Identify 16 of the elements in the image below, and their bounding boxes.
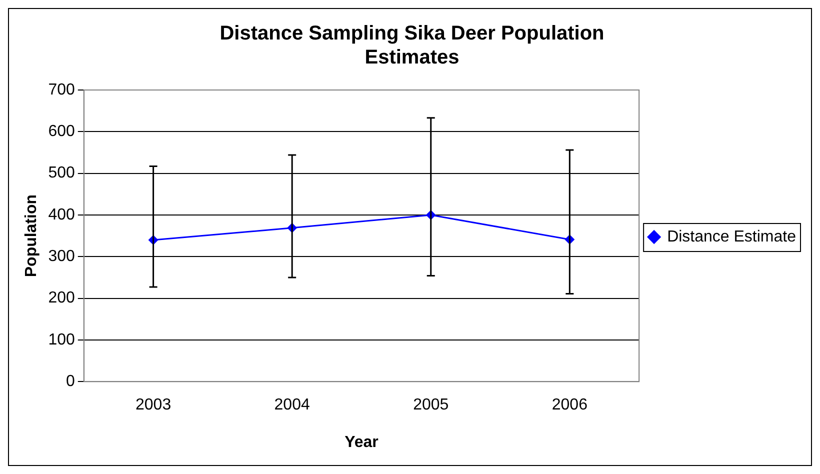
y-axis-title: Population — [23, 194, 40, 278]
y-tick-label: 700 — [48, 81, 75, 98]
x-tick-label: 2004 — [274, 396, 310, 414]
x-axis-title: Year — [344, 434, 378, 451]
y-tick-label: 600 — [48, 123, 75, 140]
y-tick-label: 400 — [48, 206, 75, 224]
x-tick-label: 2006 — [552, 396, 588, 414]
y-tick-label: 300 — [48, 248, 75, 266]
y-tick-label: 0 — [66, 373, 75, 390]
y-tick-label: 500 — [48, 164, 75, 182]
y-tick-label: 100 — [48, 331, 75, 348]
x-tick-label: 2003 — [135, 396, 172, 414]
chart-title: Distance Sampling Sika Deer Population Estimates — [220, 22, 604, 69]
legend-label: Distance Estimate — [667, 228, 796, 246]
y-tick-label: 200 — [48, 290, 75, 307]
x-tick-label: 2005 — [413, 396, 449, 414]
